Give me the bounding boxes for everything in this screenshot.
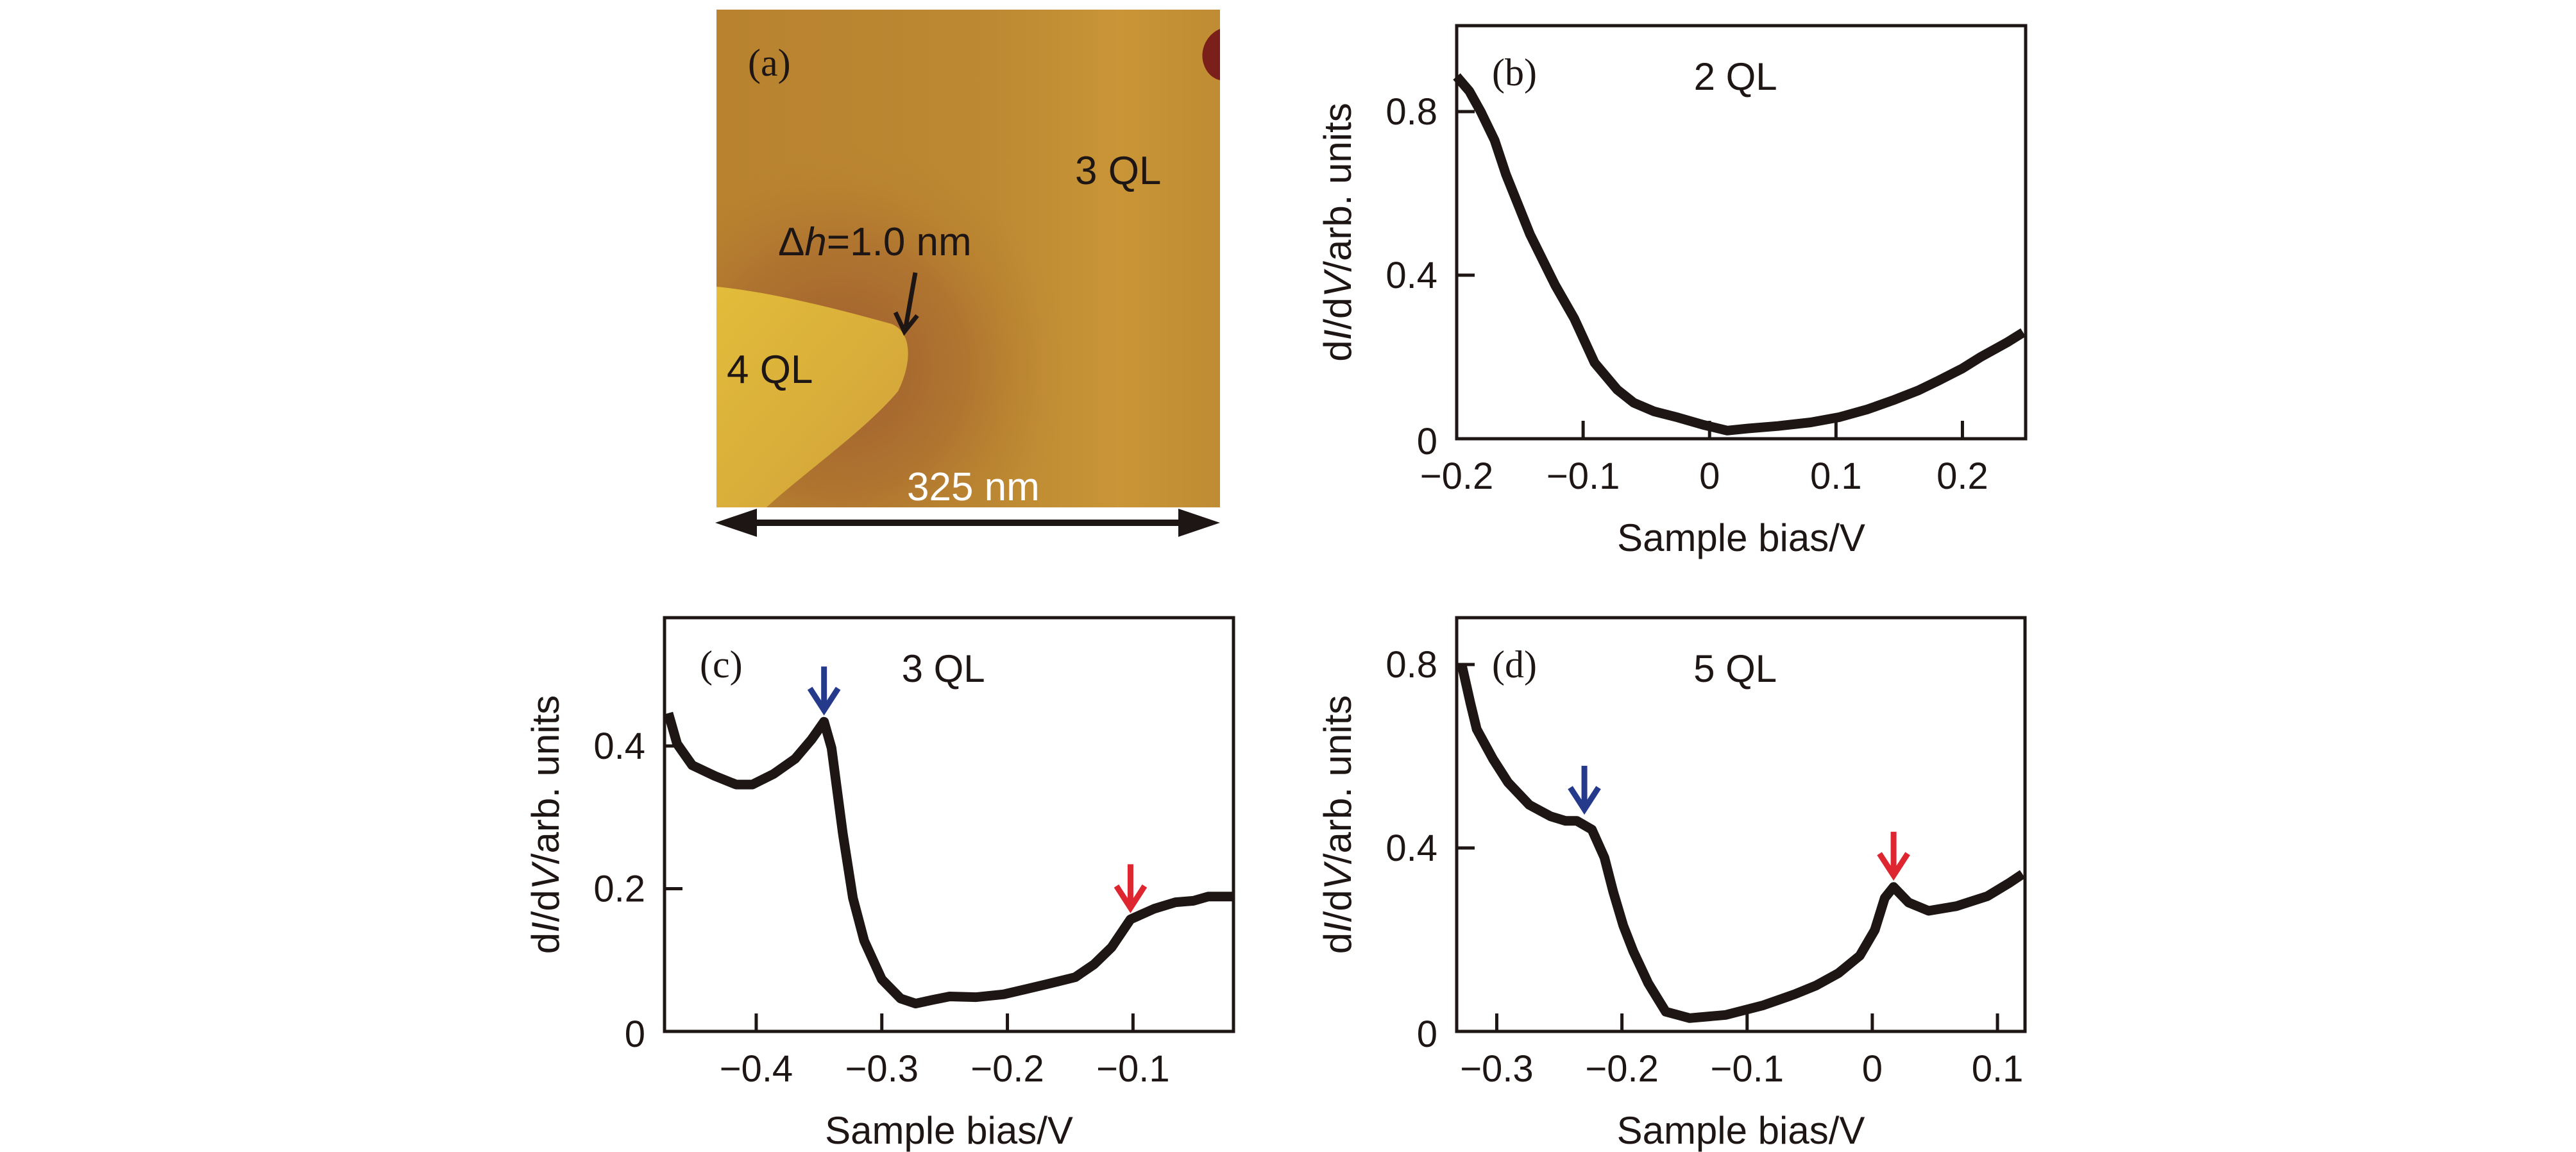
chart-panel-b: −0.2 −0.1 0 0.1 0.2 0 0.4 0.8 Sample bias/V dI/dV… [1316, 24, 2028, 559]
x-tick-label: −0.2 [1585, 1048, 1659, 1090]
step-height-annotation: Δh=1.0 nm [778, 220, 972, 264]
y-tick-label: 0.4 [593, 725, 645, 767]
x-tick-label: −0.1 [1546, 455, 1620, 497]
y-tick-label: 0 [1417, 1013, 1437, 1055]
y-axis-title: dI/dV/arb. units [1316, 695, 1359, 954]
afm-bright-terrace [716, 287, 908, 507]
plot-frame [663, 616, 1235, 1033]
blue-arrow-icon [807, 666, 841, 716]
x-tick-label: 0.2 [1936, 455, 1988, 497]
x-tick-label: −0.4 [720, 1048, 793, 1090]
didv-curve [1453, 73, 2026, 436]
label-4ql: 4 QL [727, 348, 813, 392]
chart-panel-d: −0.3 −0.2 −0.1 0 0.1 0 0.4 0.8 Sample bias/V dI/d… [1316, 616, 2027, 1152]
x-tick-label: −0.2 [970, 1048, 1044, 1090]
x-tick-label: −0.3 [1460, 1048, 1534, 1090]
delta-symbol: Δ [778, 220, 804, 264]
thickness-label: 3 QL [902, 647, 985, 690]
y-axis-title: dI/dV/arb. units [524, 695, 567, 954]
y-tick-label: 0 [625, 1013, 645, 1055]
scale-bar-double-arrow-icon [715, 509, 1220, 537]
height-variable: h [804, 220, 826, 264]
panel-tag: (d) [1492, 643, 1537, 686]
plot-frame [1455, 24, 2028, 441]
y-tick-label: 0.2 [593, 868, 645, 910]
didv-curve [663, 711, 1232, 1009]
x-tick-label: 0.1 [1810, 455, 1862, 497]
chart-panel-c: −0.4 −0.3 −0.2 −0.1 0 0.2 0.4 Sample bias/V dI/d… [524, 616, 1235, 1152]
plot-frame [1455, 616, 2027, 1033]
thickness-label: 2 QL [1694, 55, 1777, 98]
x-tick-label: −0.2 [1420, 455, 1494, 497]
red-arrow-icon [1114, 864, 1148, 913]
x-tick-label: −0.1 [1096, 1048, 1170, 1090]
y-tick-label: 0.4 [1385, 255, 1437, 296]
step-arrow-icon [893, 272, 919, 336]
x-axis-title: Sample bias/V [1617, 516, 1865, 559]
step-height-value: =1.0 nm [827, 220, 972, 264]
blue-arrow-icon [1568, 765, 1601, 815]
label-3ql: 3 QL [1075, 149, 1161, 193]
x-tick-label: 0 [1862, 1048, 1883, 1090]
afm-defect-spot [1202, 29, 1220, 80]
scale-bar-label: 325 nm [907, 465, 1040, 509]
panel-tag: (c) [700, 643, 743, 686]
x-tick-label: 0.1 [1972, 1048, 2024, 1090]
panel-tag: (b) [1492, 51, 1537, 94]
y-axis-title: dI/dV/arb. units [1316, 103, 1359, 362]
y-tick-label: 0.8 [1385, 91, 1437, 133]
y-tick-label: 0.4 [1385, 827, 1437, 869]
red-arrow-icon [1877, 831, 1910, 881]
afm-panel: (a) 3 QL 4 QL Δh=1.0 nm 325 nm [715, 10, 1220, 537]
x-axis-title: Sample bias/V [1617, 1109, 1865, 1152]
x-tick-label: −0.3 [845, 1048, 919, 1090]
y-tick-label: 0 [1417, 421, 1437, 462]
thickness-label: 5 QL [1693, 647, 1777, 690]
x-tick-label: 0 [1699, 455, 1720, 497]
panel-a-tag: (a) [748, 42, 791, 84]
didv-curve [1457, 663, 2026, 1023]
x-axis-title: Sample bias/V [825, 1109, 1073, 1152]
y-tick-label: 0.8 [1385, 644, 1437, 686]
x-tick-label: −0.1 [1711, 1048, 1784, 1090]
